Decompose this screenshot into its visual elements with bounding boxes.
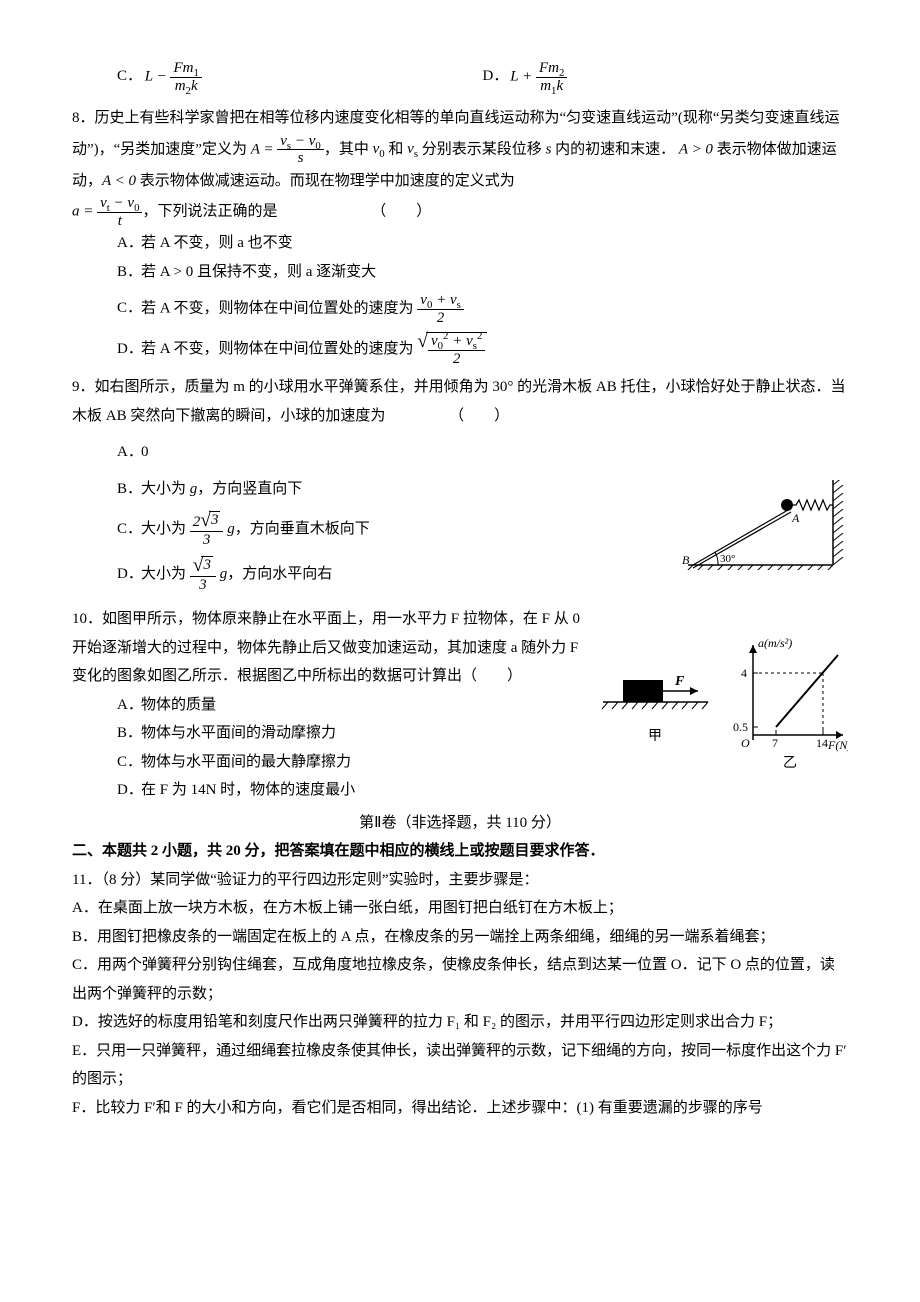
q10-opt-c: C．物体与水平面间的最大静摩擦力	[72, 748, 588, 777]
q7-opt-c: C． L − Fm1 m2k	[72, 60, 483, 94]
svg-text:A: A	[791, 511, 800, 525]
q7-options-row: C． L − Fm1 m2k D． L + Fm2 m1k	[72, 60, 848, 94]
q8-opt-c: C．若 A 不变，则物体在中间位置处的速度为 v0 + vs 2	[72, 292, 848, 326]
q11-step-e: E．只用一只弹簧秤，通过细绳套拉橡皮条使其伸长，读出弹簧秤的示数，记下细绳的方向…	[72, 1037, 848, 1094]
q9-opt-d: D．大小为 √3 3 g，方向水平向右	[72, 556, 668, 593]
section2-heading: 二、本题共 2 小题，共 20 分，把答案填在题中相应的横线上或按题目要求作答．	[72, 837, 848, 866]
q8-number: 8．	[72, 110, 95, 126]
svg-text:F(N): F(N)	[827, 738, 848, 752]
q11-step-f: F．比较力 F′和 F 的大小和方向，看它们是否相同，得出结论．上述步骤中：(1…	[72, 1094, 848, 1123]
q10-opt-b: B．物体与水平面间的滑动摩擦力	[72, 719, 588, 748]
q11: 11．（8 分）某同学做“验证力的平行四边形定则”实验时，主要步骤是： A．在桌…	[72, 866, 848, 1123]
q9-figure: 30° A B	[678, 480, 848, 570]
q8: 8．历史上有些科学家曾把在相等位移内速度变化相等的单向直线运动称为“匀变速直线运…	[72, 104, 848, 367]
svg-text:7: 7	[772, 736, 778, 750]
q9-opt-c: C．大小为 2√3 3 g，方向垂直木板向下	[72, 511, 668, 548]
q10: 10．如图甲所示，物体原来静止在水平面上，用一水平力 F 拉物体，在 F 从 0…	[72, 605, 848, 805]
svg-text:30°: 30°	[720, 553, 735, 565]
svg-text:4: 4	[741, 666, 747, 680]
q10-opt-a: A．物体的质量	[72, 691, 588, 720]
q10-figure: F 甲	[598, 635, 848, 775]
svg-text:甲: 甲	[648, 729, 662, 744]
svg-text:B: B	[682, 553, 690, 567]
svg-text:14: 14	[816, 736, 828, 750]
q8-opt-d: D．若 A 不变，则物体在中间位置处的速度为 √ v02 + vs2 2	[72, 332, 848, 367]
svg-text:0.5: 0.5	[733, 720, 748, 734]
q9-opt-a: A．0	[72, 438, 668, 467]
q11-number: 11．	[72, 872, 101, 888]
q8-opt-b: B．若 A > 0 且保持不变，则 a 逐渐变大	[72, 258, 848, 287]
q9-blank: （ ）	[449, 408, 509, 424]
svg-text:乙: 乙	[783, 755, 797, 771]
q8-opt-a: A．若 A 不变，则 a 也不变	[72, 229, 848, 258]
q11-step-b: B．用图钉把橡皮条的一端固定在板上的 A 点，在橡皮条的另一端拴上两条细绳，细绳…	[72, 923, 848, 952]
section2-title: 第Ⅱ卷（非选择题，共 110 分）	[72, 809, 848, 838]
q8-blank: （ ）	[371, 203, 431, 219]
q10-number: 10．	[72, 611, 102, 627]
svg-text:F: F	[674, 674, 685, 689]
q9-number: 9．	[72, 379, 95, 395]
svg-text:O: O	[741, 736, 750, 750]
q9-opt-b: B．大小为 g，方向竖直向下	[72, 475, 668, 504]
q11-step-a: A．在桌面上放一块方木板，在方木板上铺一张白纸，用图钉把白纸钉在方木板上；	[72, 894, 848, 923]
q9: 9．如右图所示，质量为 m 的小球用水平弹簧系住，并用倾角为 30° 的光滑木板…	[72, 373, 848, 601]
svg-text:a(m/s²): a(m/s²)	[758, 636, 792, 650]
q11-step-d: D．按选好的标度用铅笔和刻度尺作出两只弹簧秤的拉力 F₁ 和 F₂ 的图示，并用…	[72, 1008, 848, 1037]
q11-step-c: C．用两个弹簧秤分别钩住绳套，互成角度地拉橡皮条，使橡皮条伸长，结点到达某一位置…	[72, 951, 848, 1008]
q10-opt-d: D．在 F 为 14N 时，物体的速度最小	[72, 776, 588, 805]
q7-opt-d: D． L + Fm2 m1k	[483, 60, 849, 94]
